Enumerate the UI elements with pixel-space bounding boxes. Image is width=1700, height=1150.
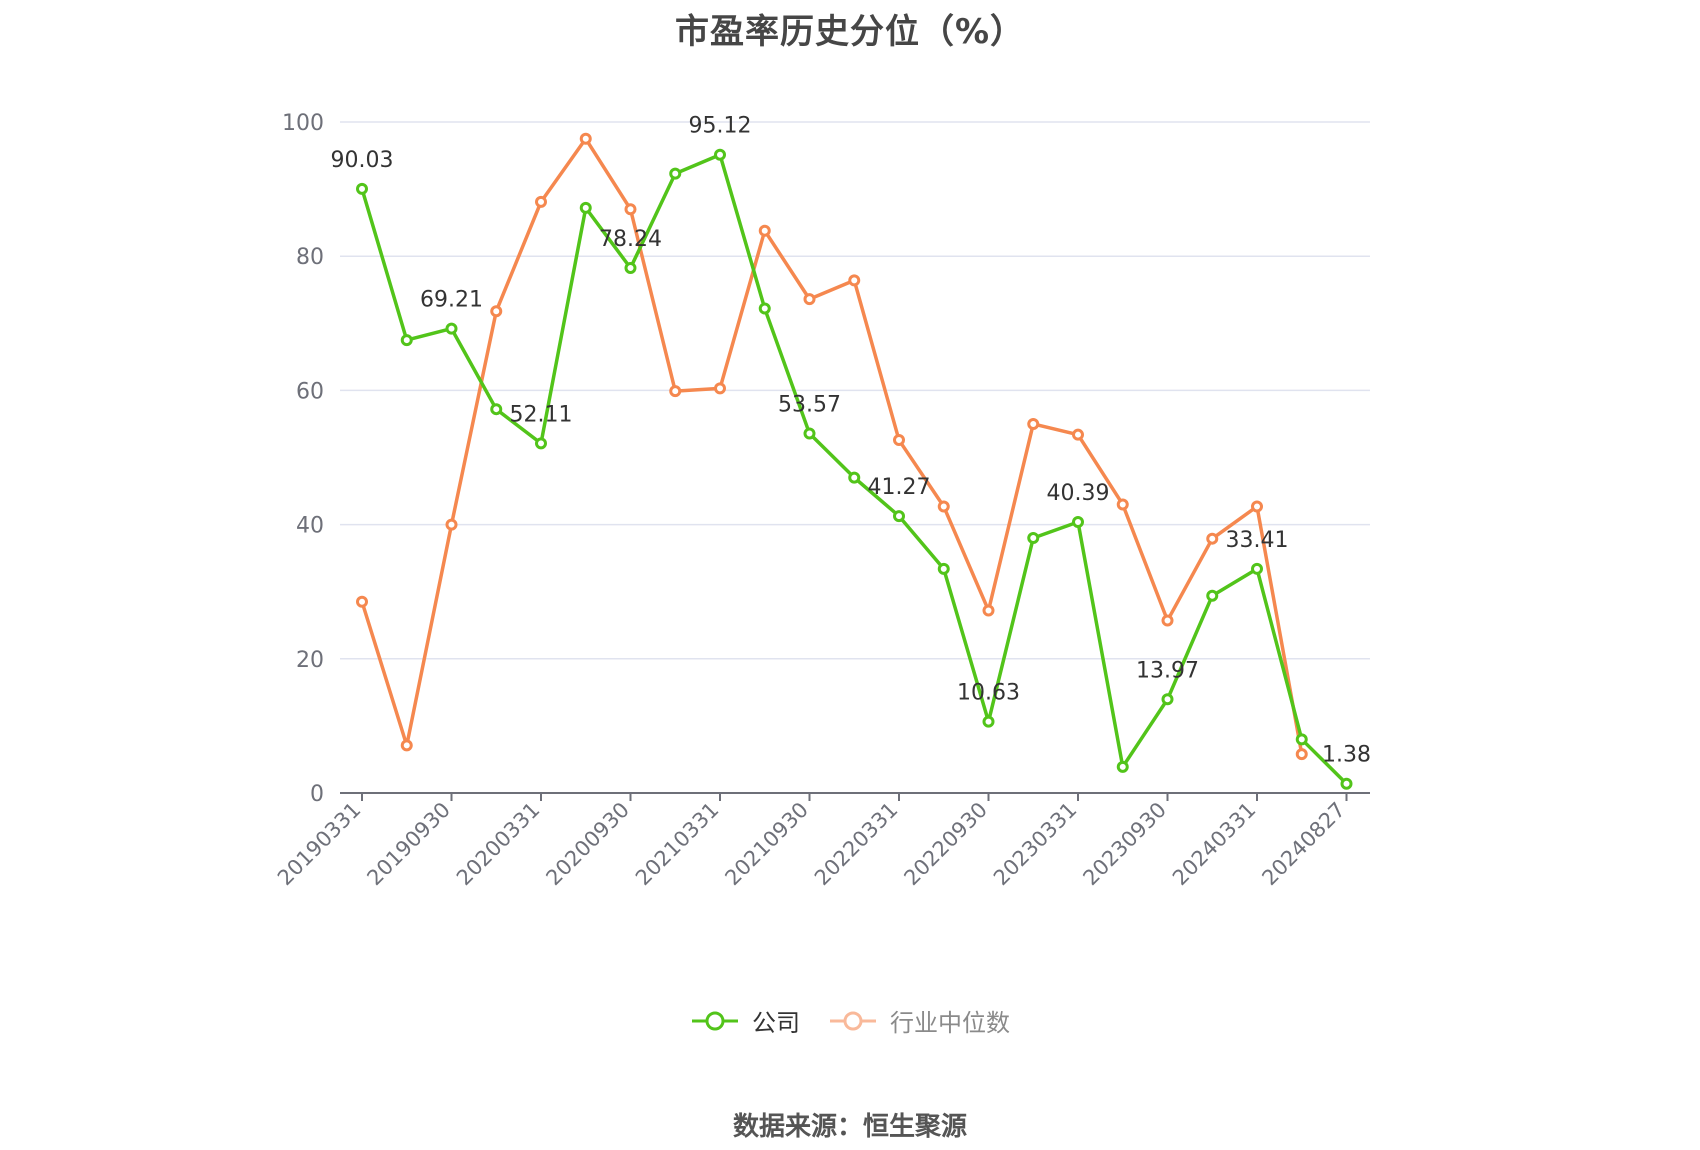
data-point-company[interactable] <box>445 322 458 335</box>
data-point-industry[interactable] <box>714 382 726 395</box>
data-point-industry[interactable] <box>982 604 995 617</box>
legend-item-industry[interactable]: 行业中位数 <box>828 1003 1010 1038</box>
data-point-industry[interactable] <box>803 293 816 306</box>
data-labels: 90.03 69.21 52.11 78.24 95.12 53.57 41.27 10.63… <box>331 114 1371 768</box>
data-point-industry[interactable] <box>445 518 458 531</box>
data-points <box>356 132 1353 790</box>
x-tick-label: 20220331 <box>810 798 903 891</box>
data-point-company[interactable] <box>1072 515 1084 528</box>
legend-industry-label: 行业中位数 <box>890 1009 1010 1037</box>
data-point-company[interactable] <box>400 334 413 347</box>
data-point-industry[interactable] <box>1295 748 1308 761</box>
data-point-company[interactable] <box>714 148 726 161</box>
data-point-industry[interactable] <box>848 274 861 287</box>
data-point-company[interactable] <box>624 262 637 275</box>
axes: 0 20 40 60 80 100 2019033120190930202003312020… <box>273 111 1370 890</box>
data-label: 95.12 <box>689 114 752 139</box>
data-point-company[interactable] <box>1295 733 1308 746</box>
data-point-company[interactable] <box>848 471 861 484</box>
data-point-industry[interactable] <box>669 385 682 398</box>
x-tick-label: 20230930 <box>1078 798 1171 891</box>
series-line-company <box>360 152 1348 785</box>
legend-industry-icon <box>830 1011 876 1030</box>
x-tick-label: 20190930 <box>362 798 455 891</box>
data-point-company[interactable] <box>1251 562 1263 575</box>
data-label: 33.41 <box>1226 528 1289 553</box>
data-label: 10.63 <box>957 681 1020 706</box>
data-point-company[interactable] <box>579 201 592 214</box>
data-point-industry[interactable] <box>893 434 905 447</box>
data-point-industry[interactable] <box>1206 532 1219 545</box>
legend: 公司 行业中位数 <box>0 1003 1700 1038</box>
x-tick-label: 20240331 <box>1168 798 1261 891</box>
data-point-company[interactable] <box>535 437 547 450</box>
x-tick-label: 20220930 <box>899 798 992 891</box>
data-point-company[interactable] <box>1206 589 1219 602</box>
series-lines <box>360 137 1348 785</box>
x-tick-label: 20230331 <box>989 798 1082 891</box>
data-point-industry[interactable] <box>356 595 368 608</box>
data-point-industry[interactable] <box>937 500 950 513</box>
x-tick-label: 20190331 <box>273 798 366 891</box>
y-tick-label: 100 <box>282 111 324 136</box>
data-point-company[interactable] <box>1340 777 1353 790</box>
data-point-company[interactable] <box>1116 760 1129 773</box>
data-label: 90.03 <box>331 148 394 173</box>
data-label: 41.27 <box>868 475 931 500</box>
data-point-industry[interactable] <box>1116 498 1129 511</box>
data-point-industry[interactable] <box>400 739 413 752</box>
data-point-industry[interactable] <box>758 224 771 237</box>
chart-title: 市盈率历史分位（%） <box>674 12 1026 52</box>
series-line-industry <box>360 137 1304 755</box>
data-source-note: 数据来源：恒生聚源 <box>732 1112 967 1142</box>
y-tick-label: 0 <box>310 782 324 807</box>
data-label: 1.38 <box>1322 743 1371 768</box>
data-label: 13.97 <box>1136 658 1199 683</box>
x-tick-label: 20200930 <box>541 798 634 891</box>
data-point-industry[interactable] <box>1072 428 1084 441</box>
data-label: 69.21 <box>420 288 483 313</box>
y-tick-label: 20 <box>296 648 324 673</box>
data-point-company[interactable] <box>1161 693 1174 706</box>
data-label: 52.11 <box>510 402 573 427</box>
x-tick-label: 20210331 <box>631 798 724 891</box>
data-point-company[interactable] <box>356 182 368 195</box>
data-label: 40.39 <box>1047 481 1110 506</box>
data-point-company[interactable] <box>1027 532 1040 545</box>
data-point-company[interactable] <box>758 302 771 315</box>
data-point-industry[interactable] <box>490 305 503 318</box>
y-tick-label: 40 <box>296 514 324 539</box>
data-point-company[interactable] <box>893 510 905 523</box>
data-point-company[interactable] <box>490 403 503 416</box>
data-point-company[interactable] <box>937 562 950 575</box>
x-tick-label: 20210930 <box>720 798 813 891</box>
data-point-company[interactable] <box>803 427 816 440</box>
x-tick-label: 20240827 <box>1257 798 1350 891</box>
data-point-company[interactable] <box>982 715 995 728</box>
data-point-industry[interactable] <box>1027 417 1040 430</box>
data-label: 78.24 <box>599 227 662 252</box>
x-tick-label: 20200331 <box>452 798 545 891</box>
data-point-industry[interactable] <box>579 132 592 145</box>
legend-item-company[interactable]: 公司 <box>690 1003 800 1038</box>
data-point-company[interactable] <box>669 167 682 180</box>
data-point-industry[interactable] <box>535 195 547 208</box>
legend-company-icon <box>692 1011 738 1030</box>
y-tick-label: 60 <box>296 379 324 404</box>
legend-company-label: 公司 <box>752 1009 800 1037</box>
y-tick-label: 80 <box>296 245 324 270</box>
grid-lines <box>340 121 1370 660</box>
data-point-industry[interactable] <box>1161 614 1174 627</box>
data-point-industry[interactable] <box>1251 500 1263 513</box>
data-label: 53.57 <box>778 393 841 418</box>
data-point-industry[interactable] <box>624 203 637 216</box>
